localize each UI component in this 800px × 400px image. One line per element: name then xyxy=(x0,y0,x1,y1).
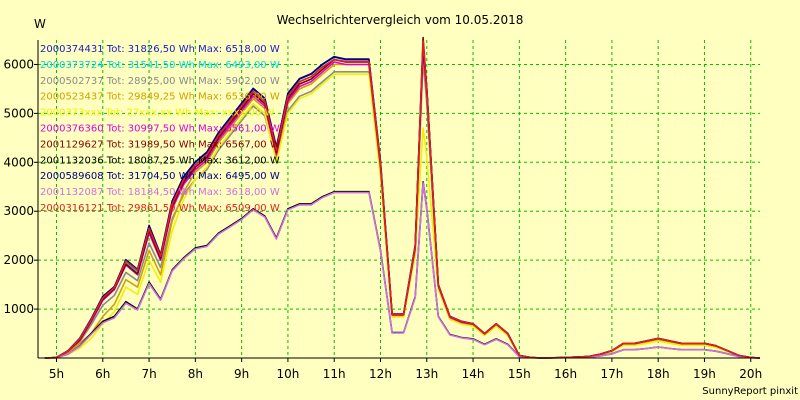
x-tick-label: 16h xyxy=(554,367,577,381)
y-axis-unit-label: W xyxy=(34,17,46,31)
series-line-2000373xxx xyxy=(44,73,761,359)
legend-entry: 2000589608 Tot: 31704,50 Wh Max: 6495,00… xyxy=(40,171,280,182)
y-tick-label: 6000 xyxy=(3,57,34,71)
series-lines xyxy=(44,36,761,359)
x-tick-label: 15h xyxy=(508,367,531,381)
legend-entry: 2001132087 Tot: 18184,50 Wh Max: 3618,00… xyxy=(40,187,280,198)
x-tick-label: 14h xyxy=(462,367,485,381)
y-tick-label: 5000 xyxy=(3,106,34,120)
series-line-2000316121 xyxy=(44,40,761,359)
x-tick-label: 19h xyxy=(693,367,716,381)
x-tick-label: 8h xyxy=(188,367,203,381)
legend-entry: 2000523437 Tot: 29849,25 Wh Max: 6536,00… xyxy=(40,92,280,103)
y-tick-label: 1000 xyxy=(3,302,34,316)
legend-entry: 2000373724 Tot: 31541,50 Wh Max: 6493,00… xyxy=(40,60,280,71)
series-line-2001132087 xyxy=(44,182,761,359)
x-tick-label: 10h xyxy=(276,367,299,381)
x-tick-label: 13h xyxy=(415,367,438,381)
x-tick-label: 12h xyxy=(369,367,392,381)
legend: 2000374431 Tot: 31826,50 Wh Max: 6518,00… xyxy=(40,44,280,214)
legend-entry: 2000502737 Tot: 28925,00 Wh Max: 5902,00… xyxy=(40,76,280,87)
x-tick-label: 18h xyxy=(647,367,670,381)
legend-entry: 2000374431 Tot: 31826,50 Wh Max: 6518,00… xyxy=(40,44,280,55)
x-tick-labels: 5h 6h 7h 8h 9h 10h 11h 12h 13h 14h 15h 16h 17h 18h 19h… xyxy=(49,358,762,381)
x-tick-label: 17h xyxy=(600,367,623,381)
legend-entry: 2001132036 Tot: 18087,25 Wh Max: 3612,00… xyxy=(40,155,280,166)
x-tick-label: 7h xyxy=(141,367,156,381)
footer-credit: SunnyReport pinxit xyxy=(702,386,798,397)
x-tick-label: 5h xyxy=(49,367,64,381)
legend-entry: 2000373xxx Tot: 27xxx,xx Wh Max: xxxx,00… xyxy=(40,108,275,119)
legend-entry: 2000316121 Tot: 29861,50 Wh Max: 6509,00… xyxy=(40,203,280,214)
grid-lines xyxy=(38,40,760,358)
x-tick-label: 11h xyxy=(323,367,346,381)
y-tick-label: 4000 xyxy=(3,155,34,169)
legend-entry: 2000376360 Tot: 30997,50 Wh Max: 6561,00… xyxy=(40,124,280,135)
chart-title: Wechselrichtervergleich vom 10.05.2018 xyxy=(277,13,524,27)
y-tick-labels: 1000 2000 3000 4000 5000 6000 xyxy=(3,57,38,316)
y-tick-label: 2000 xyxy=(3,253,34,267)
x-tick-label: 9h xyxy=(234,367,249,381)
legend-entry: 2001129627 Tot: 31989,50 Wh Max: 6567,00… xyxy=(40,139,280,150)
x-tick-label: 6h xyxy=(95,367,110,381)
y-tick-label: 3000 xyxy=(3,204,34,218)
x-tick-label: 20h xyxy=(739,367,762,381)
